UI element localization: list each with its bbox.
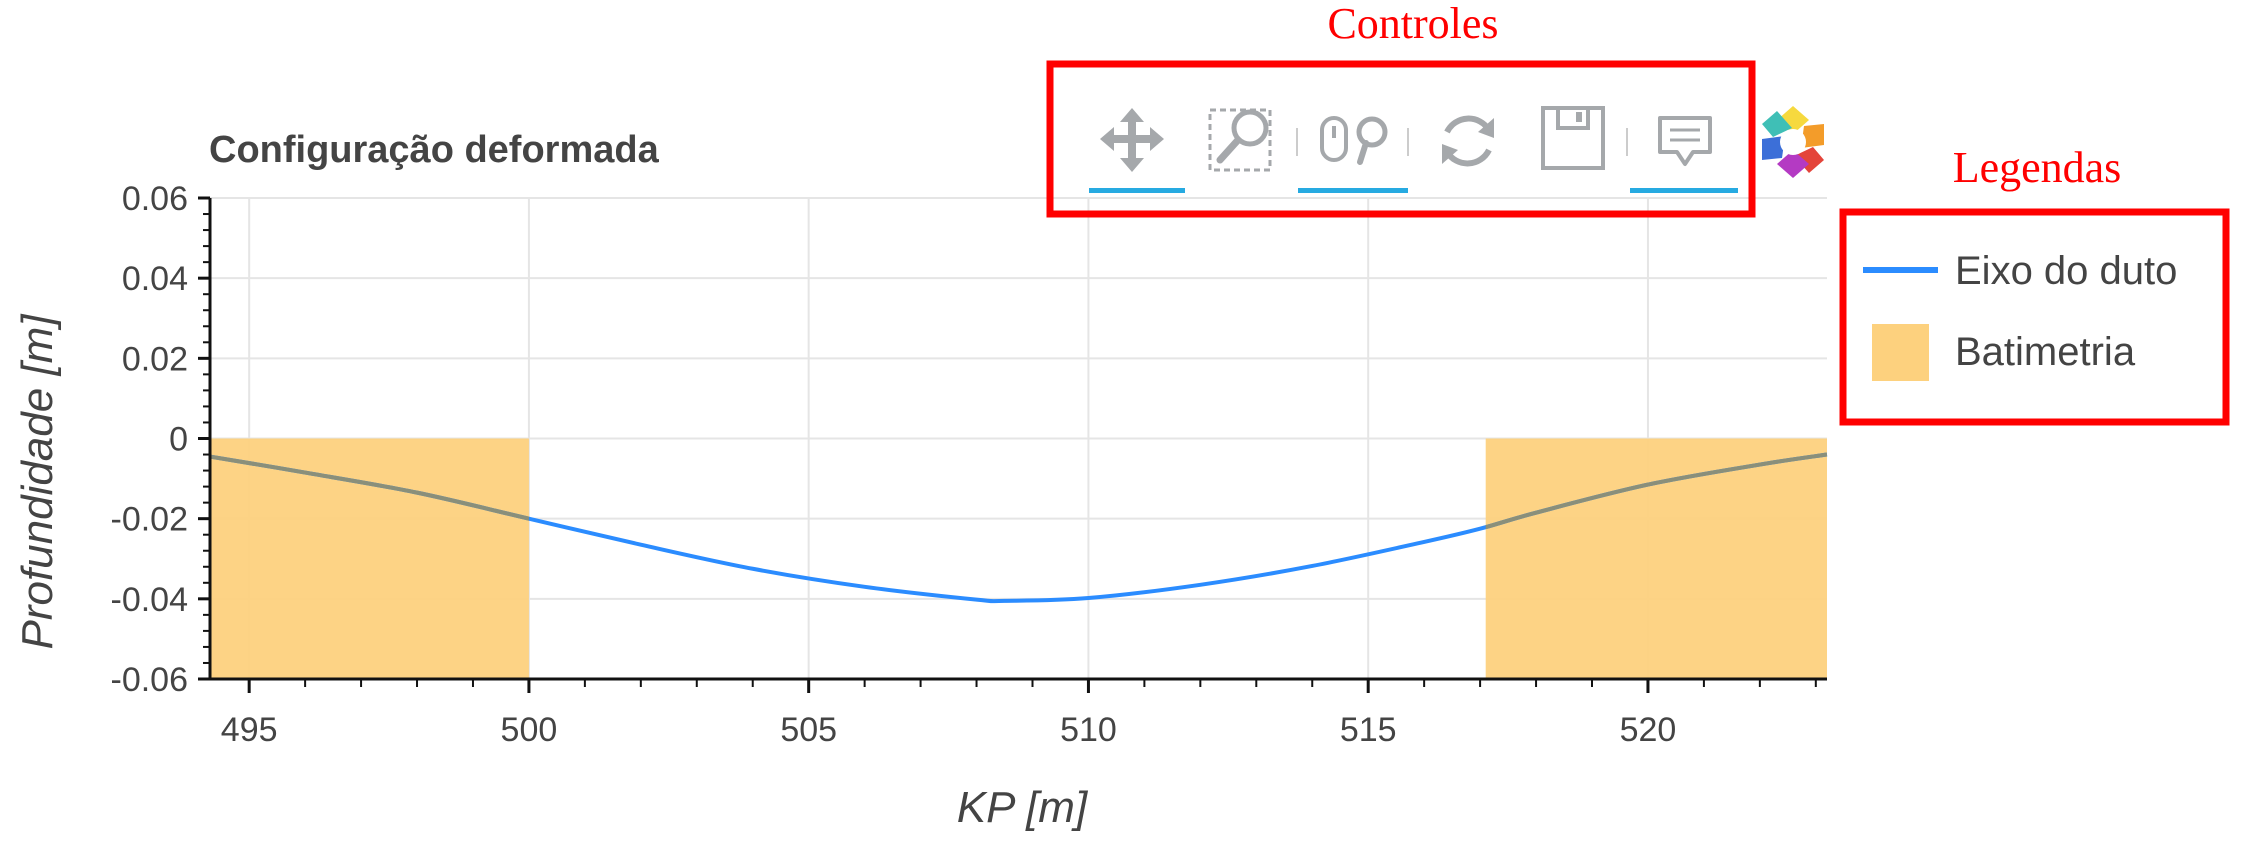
- hover-tooltip-icon: [1658, 116, 1712, 166]
- y-tick-label: 0: [169, 421, 188, 459]
- y-tick-label: 0.04: [122, 260, 188, 298]
- box-zoom-tool-button[interactable]: [1200, 100, 1280, 195]
- bokeh-logo-icon[interactable]: [1762, 106, 1824, 178]
- axes: 495 500 505 510 515 520 0.06 0.04 0.02 0 -0.02 -0.0…: [111, 180, 1827, 749]
- pan-tool-button[interactable]: [1086, 100, 1186, 195]
- x-tick-label: 500: [501, 711, 558, 749]
- reset-icon: [1442, 115, 1494, 167]
- y-axis-label: Profundidade [m]: [13, 313, 62, 650]
- save-tool-button[interactable]: [1530, 100, 1625, 195]
- box-zoom-icon: [1208, 108, 1272, 172]
- legends-annotation-label: Legendas: [1953, 143, 2122, 192]
- x-axis-label: KP [m]: [957, 783, 1089, 832]
- hover-tool-active-indicator: [1630, 188, 1738, 193]
- wheel-zoom-tool-button[interactable]: [1298, 100, 1410, 195]
- y-tick-label: 0.02: [122, 340, 188, 378]
- save-icon: [1541, 106, 1605, 170]
- y-tick-label: -0.06: [111, 661, 189, 699]
- pan-arrows-icon: [1100, 108, 1164, 172]
- legends-annotation-box: [1839, 208, 2230, 426]
- hover-tool-button[interactable]: [1628, 100, 1738, 195]
- y-tick-label: -0.02: [111, 501, 189, 539]
- series-line-eixo-do-duto-overlap: [1485, 452, 1828, 530]
- x-tick-label: 515: [1340, 711, 1397, 749]
- series-layer: [209, 452, 1828, 604]
- bathymetry-layer: [210, 438, 1827, 679]
- chart-title: Configuração deformada: [209, 129, 660, 171]
- bathymetry-region: [1485, 438, 1827, 679]
- legend-label: Batimetria: [1955, 330, 2136, 374]
- reset-tool-button[interactable]: [1420, 100, 1515, 195]
- x-tick-label: 495: [221, 711, 278, 749]
- legend-item-batimetria[interactable]: Batimetria: [1872, 324, 2136, 381]
- legend-area-swatch: [1872, 324, 1929, 381]
- legend-item-eixo-do-duto[interactable]: Eixo do duto: [1863, 249, 2177, 293]
- legend: Eixo do duto Batimetria: [1863, 249, 2177, 381]
- controls-annotation-box: [1046, 60, 1756, 218]
- x-tick-label: 520: [1620, 711, 1677, 749]
- legend-label: Eixo do duto: [1955, 249, 2177, 293]
- y-tick-label: -0.04: [111, 581, 189, 619]
- series-line-eixo-do-duto-overlap: [210, 454, 529, 521]
- controls-annotation-label: Controles: [1327, 0, 1498, 48]
- toolbar: [1086, 100, 1824, 195]
- x-tick-label: 505: [780, 711, 837, 749]
- bathymetry-region: [210, 438, 529, 679]
- x-tick-label: 510: [1060, 711, 1117, 749]
- pan-tool-active-indicator: [1089, 188, 1185, 193]
- y-tick-label: 0.06: [122, 180, 188, 218]
- wheel-zoom-icon: [1320, 116, 1388, 165]
- wheel-zoom-tool-active-indicator: [1298, 188, 1408, 193]
